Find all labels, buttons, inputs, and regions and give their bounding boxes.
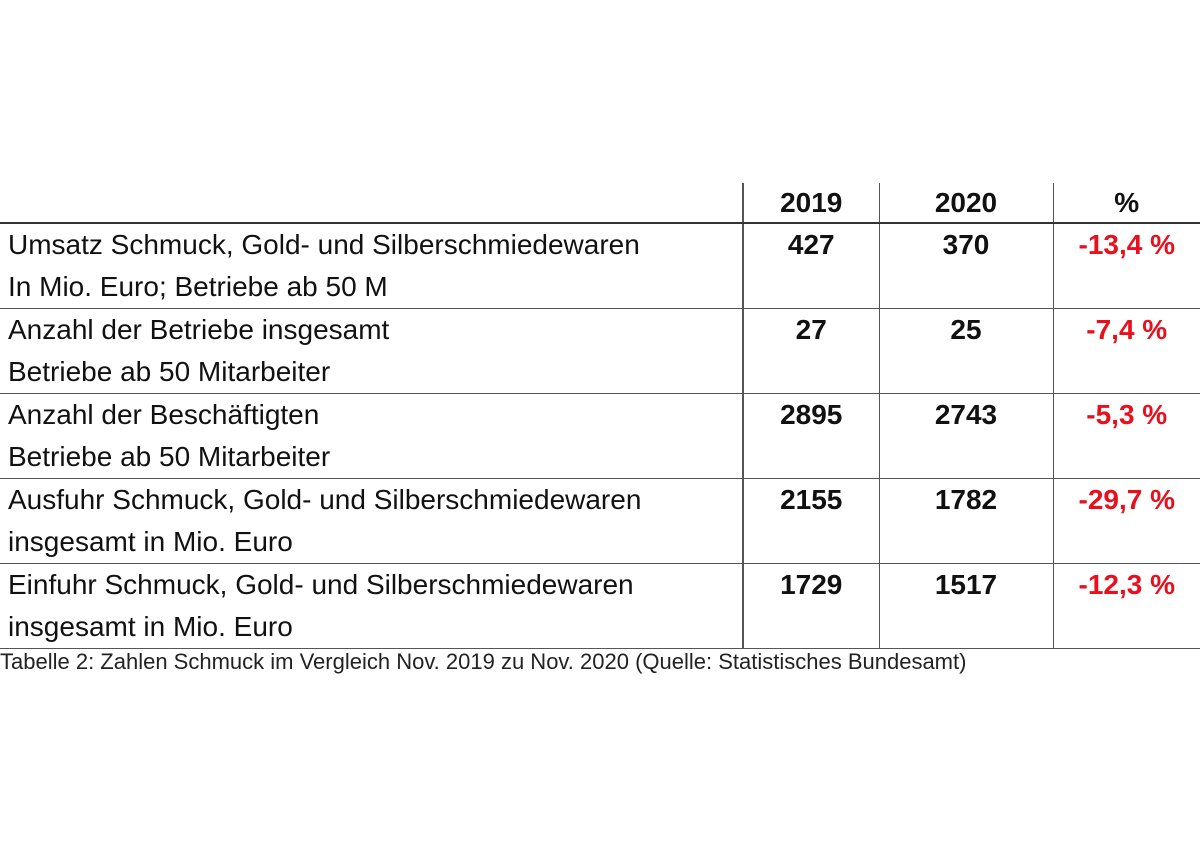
row-label-line1: Umsatz Schmuck, Gold- und Silberschmiede… bbox=[8, 229, 640, 260]
header-year-2020: 2020 bbox=[879, 183, 1054, 224]
header-year-2019: 2019 bbox=[743, 183, 880, 224]
header-label-cell bbox=[0, 183, 744, 224]
table-row: Anzahl der Betriebe insgesamt Betriebe a… bbox=[0, 308, 1200, 394]
value-2020: 1782 bbox=[879, 478, 1054, 564]
header-percent-change: % bbox=[1053, 183, 1200, 224]
value-2019: 27 bbox=[743, 308, 880, 394]
row-label-line1: Anzahl der Betriebe insgesamt bbox=[8, 314, 390, 345]
row-label-line1: Ausfuhr Schmuck, Gold- und Silberschmied… bbox=[8, 484, 642, 515]
row-label: Ausfuhr Schmuck, Gold- und Silberschmied… bbox=[0, 478, 744, 564]
row-label: Anzahl der Betriebe insgesamt Betriebe a… bbox=[0, 308, 744, 394]
table-caption: Tabelle 2: Zahlen Schmuck im Vergleich N… bbox=[0, 649, 967, 674]
table-header-row: 2019 2020 % bbox=[0, 183, 1200, 224]
value-2020: 370 bbox=[879, 223, 1054, 309]
row-label: Einfuhr Schmuck, Gold- und Silberschmied… bbox=[0, 563, 744, 649]
row-label-line2: Betriebe ab 50 Mitarbeiter bbox=[8, 356, 331, 387]
percent-change: -29,7 % bbox=[1053, 478, 1200, 564]
percent-change: -7,4 % bbox=[1053, 308, 1200, 394]
value-2020: 1517 bbox=[879, 563, 1054, 649]
row-label-line2: insgesamt in Mio. Euro bbox=[8, 611, 293, 642]
row-label-line2: insgesamt in Mio. Euro bbox=[8, 526, 293, 557]
value-2020: 25 bbox=[879, 308, 1054, 394]
row-label-line1: Einfuhr Schmuck, Gold- und Silberschmied… bbox=[8, 569, 634, 600]
percent-change: -13,4 % bbox=[1053, 223, 1200, 309]
percent-change: -5,3 % bbox=[1053, 393, 1200, 479]
row-label-line2: In Mio. Euro; Betriebe ab 50 M bbox=[8, 271, 388, 302]
table-row: Ausfuhr Schmuck, Gold- und Silberschmied… bbox=[0, 478, 1200, 564]
table-row: Einfuhr Schmuck, Gold- und Silberschmied… bbox=[0, 563, 1200, 649]
value-2019: 1729 bbox=[743, 563, 880, 649]
table-row: Anzahl der Beschäftigten Betriebe ab 50 … bbox=[0, 393, 1200, 479]
row-label: Umsatz Schmuck, Gold- und Silberschmiede… bbox=[0, 223, 744, 309]
value-2019: 2155 bbox=[743, 478, 880, 564]
row-label-line1: Anzahl der Beschäftigten bbox=[8, 399, 320, 430]
value-2020: 2743 bbox=[879, 393, 1054, 479]
table-row: Umsatz Schmuck, Gold- und Silberschmiede… bbox=[0, 223, 1200, 309]
value-2019: 2895 bbox=[743, 393, 880, 479]
value-2019: 427 bbox=[743, 223, 880, 309]
row-label-line2: Betriebe ab 50 Mitarbeiter bbox=[8, 441, 331, 472]
row-label: Anzahl der Beschäftigten Betriebe ab 50 … bbox=[0, 393, 744, 479]
percent-change: -12,3 % bbox=[1053, 563, 1200, 649]
statistics-table: 2019 2020 % Umsatz Schmuck, Gold- und Si… bbox=[0, 183, 1200, 649]
